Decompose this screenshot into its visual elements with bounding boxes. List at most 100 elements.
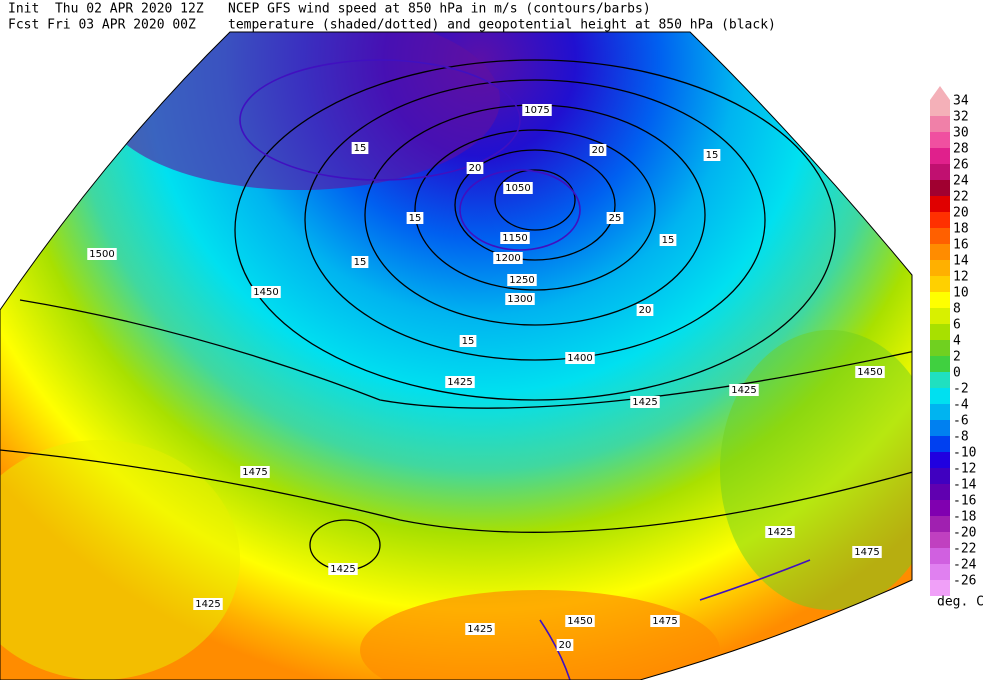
colorbar-label: 6 (953, 318, 961, 333)
contour-label-bg (505, 293, 535, 305)
contour-label-text: 1475 (854, 547, 879, 558)
colorbar-label: 0 (953, 366, 961, 381)
contour-label: 1300 (505, 293, 535, 305)
contour-label-text: 1150 (502, 233, 527, 244)
colorbar-box (930, 116, 950, 132)
contour-label-text: 1250 (509, 275, 534, 286)
contour-label-bg (630, 396, 660, 408)
contour-label: 20 (466, 162, 484, 174)
contour-label-text: 20 (639, 305, 652, 316)
colorbar-label: -4 (953, 398, 969, 413)
contour-label-bg (650, 615, 680, 627)
colorbar-box (930, 436, 950, 452)
contour-label-text: 1425 (447, 377, 472, 388)
colorbar-label: -10 (953, 446, 976, 461)
colorbar-label: 24 (953, 174, 969, 189)
colorbar-box (930, 244, 950, 260)
contour-label: 1425 (729, 384, 759, 396)
colorbar-label: 28 (953, 142, 969, 157)
colorbar-box (930, 324, 950, 340)
colorbar-label: -26 (953, 574, 976, 589)
contour-label-text: 1300 (507, 294, 532, 305)
title-line1: NCEP GFS wind speed at 850 hPa in m/s (c… (228, 2, 651, 17)
colorbar-box (930, 468, 950, 484)
contour-label: 1050 (503, 182, 533, 194)
contour-label: 1450 (565, 615, 595, 627)
contour-label: 15 (406, 212, 424, 224)
contour-label: 1250 (507, 274, 537, 286)
map-border (0, 31, 913, 681)
colorbar-box (930, 548, 950, 564)
contour-label-bg (765, 526, 795, 538)
contour-label-text: 1425 (632, 397, 657, 408)
colorbar-box (930, 372, 950, 388)
colorbar-box (930, 340, 950, 356)
contour-label-text: 15 (354, 143, 367, 154)
colorbar-label: -8 (953, 430, 969, 445)
contour-label-text: 25 (609, 213, 622, 224)
colorbar-label: 12 (953, 270, 969, 285)
contour-label-bg (445, 376, 475, 388)
contour-label-bg (507, 274, 537, 286)
contour-label-text: 20 (559, 640, 572, 651)
colorbar-box (930, 180, 950, 196)
colorbar-label: -12 (953, 462, 976, 477)
contour-label-bg (565, 352, 595, 364)
map-area (0, 32, 912, 680)
fcst-text: Fcst Fri 03 APR 2020 00Z (8, 18, 196, 33)
colorbar-label: -18 (953, 510, 976, 525)
contour-label-text: 15 (706, 150, 719, 161)
contour-label: 1425 (465, 623, 495, 635)
contour-label-text: 15 (354, 257, 367, 268)
colorbar-box (930, 404, 950, 420)
colorbar-box (930, 516, 950, 532)
contour-label-text: 1425 (467, 624, 492, 635)
colorbar-label: 16 (953, 238, 969, 253)
colorbar-box (930, 500, 950, 516)
contour-label-text: 1450 (857, 367, 882, 378)
contour-label-bg (351, 256, 369, 268)
colorbar-box (930, 196, 950, 212)
colorbar-label: 34 (953, 94, 969, 109)
contour-label-text: 20 (592, 145, 605, 156)
colorbar-label: 10 (953, 286, 969, 301)
contour-label-bg (351, 142, 369, 154)
contour-label-bg (328, 563, 358, 575)
contour-label: 15 (351, 256, 369, 268)
contour-label: 1450 (251, 286, 281, 298)
contour-label-text: 1425 (731, 385, 756, 396)
colorbar-box (930, 532, 950, 548)
contour-label-text: 1425 (767, 527, 792, 538)
contour-label-bg (589, 144, 607, 156)
contour-label-text: 1200 (495, 253, 520, 264)
contour-label: 1500 (87, 248, 117, 260)
contour-label-bg (565, 615, 595, 627)
contour-label-bg (251, 286, 281, 298)
contour-label-bg (459, 335, 477, 347)
colorbar-label: -14 (953, 478, 977, 493)
colorbar-box (930, 100, 950, 116)
contour-label: 20 (589, 144, 607, 156)
colorbar-box (930, 564, 950, 580)
colorbar-box (930, 580, 950, 596)
colorbar-unit: deg. C (937, 595, 984, 610)
contour-label: 1425 (328, 563, 358, 575)
title-line2: temperature (shaded/dotted) and geopoten… (228, 18, 776, 33)
colorbar-label: 8 (953, 302, 961, 317)
colorbar-label: 2 (953, 350, 961, 365)
contour-label-bg (606, 212, 624, 224)
contour-label: 1150 (500, 232, 530, 244)
contour-label-bg (466, 162, 484, 174)
colorbar-box (930, 484, 950, 500)
colorbar-box (930, 276, 950, 292)
colorbar-box (930, 420, 950, 436)
contour-label: 1075 (522, 104, 552, 116)
contour-label: 1425 (445, 376, 475, 388)
contour-label-text: 15 (462, 336, 475, 347)
contour-label-text: 20 (469, 163, 482, 174)
contour-label: 1400 (565, 352, 595, 364)
colorbar-label: -20 (953, 526, 976, 541)
contour-label-bg (503, 182, 533, 194)
colorbar-box (930, 388, 950, 404)
contour-label-text: 1500 (89, 249, 114, 260)
